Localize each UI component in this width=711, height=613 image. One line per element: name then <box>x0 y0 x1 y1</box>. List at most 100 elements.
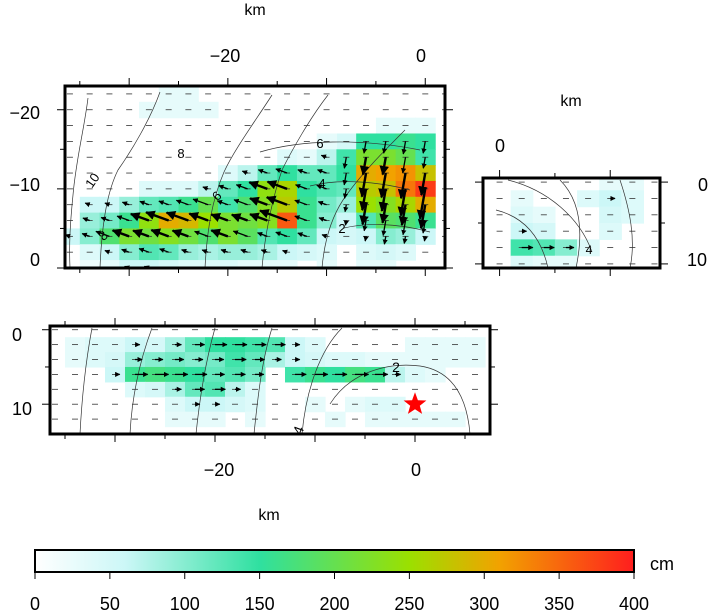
main-contours <box>69 91 431 268</box>
colorbar-tick-label: 250 <box>394 594 424 613</box>
main-contour-label: 2 <box>338 221 345 236</box>
colorbar-tick-label: 400 <box>619 594 649 613</box>
slip-vector <box>381 141 388 154</box>
bottom-axis-label: km <box>258 507 279 524</box>
bottom-contour-line <box>195 327 216 434</box>
bottom-contour-line <box>301 327 343 434</box>
bottom-contour-line <box>79 327 93 434</box>
slip-cell <box>554 255 578 268</box>
slip-vector <box>343 220 349 226</box>
slip-vector <box>248 180 268 190</box>
slip-vector <box>317 200 327 206</box>
slip-vector <box>230 213 249 223</box>
slip-vector <box>241 170 248 176</box>
main-contour-line <box>69 97 89 268</box>
slip-vector <box>159 248 169 253</box>
slip-vector <box>379 157 389 176</box>
slip-vector <box>359 157 370 176</box>
main-contour-label: 10 <box>82 170 103 190</box>
slip-vector <box>418 172 428 197</box>
slip-vector <box>343 204 349 213</box>
slip-vector <box>397 188 408 217</box>
slip-vector <box>359 204 369 226</box>
slip-vector <box>379 204 389 224</box>
slip-vector <box>416 188 427 220</box>
slip-vector <box>158 200 169 206</box>
slip-vector <box>297 168 308 174</box>
slip-vector <box>259 209 288 222</box>
slip-vector <box>275 168 288 174</box>
slip-vector <box>378 172 388 199</box>
slip-cell <box>217 260 239 268</box>
slip-vector <box>362 220 368 232</box>
slip-cell <box>178 260 199 268</box>
colorbar: 0 50 100 150 200 250 300 350 400 cm <box>30 549 674 613</box>
slip-cell <box>198 260 219 268</box>
slip-cell <box>139 260 160 268</box>
slip-cell <box>621 178 645 191</box>
main-contour-line <box>309 181 411 191</box>
slip-vector <box>249 196 268 206</box>
side-top-axis-label: km <box>560 93 581 110</box>
slip-cell <box>599 178 622 191</box>
slip-vector <box>84 202 91 208</box>
slip-vector <box>359 188 369 212</box>
main-contour-label: 4 <box>318 176 325 191</box>
side-panel: km 4 0 0 10 <box>475 93 708 276</box>
main-ytick-label: 0 <box>30 250 40 270</box>
bottom-slip-vectors <box>52 329 478 434</box>
slip-vector <box>192 198 209 206</box>
slip-vector <box>382 236 388 245</box>
slip-vector <box>188 212 209 222</box>
slip-vector <box>232 230 248 237</box>
slip-vector <box>398 204 409 227</box>
slip-cell <box>119 260 140 268</box>
slip-vector <box>165 211 189 222</box>
slip-vector <box>138 247 150 253</box>
slip-vector <box>266 180 288 190</box>
colorbar-tick-label: 0 <box>30 594 40 613</box>
main-contour-line <box>99 91 161 268</box>
slip-vector <box>218 184 229 190</box>
slip-vector <box>95 230 110 237</box>
slip-cell <box>316 260 338 268</box>
main-xtick-label: 0 <box>416 46 426 66</box>
slip-vector <box>362 141 368 154</box>
slip-vector <box>400 157 407 174</box>
slip-vector <box>320 154 327 160</box>
side-contour-line <box>559 179 581 268</box>
slip-vector <box>422 236 428 242</box>
slip-vector <box>317 168 327 174</box>
side-slip-cells <box>510 178 645 268</box>
slip-vector <box>249 212 268 222</box>
side-axis-ticks <box>475 170 668 276</box>
main-contour-line <box>261 94 329 268</box>
slip-vector <box>116 215 130 222</box>
colorbar-tick-label: 150 <box>245 594 275 613</box>
bottom-panel-frame <box>48 324 492 436</box>
slip-vector <box>294 199 308 206</box>
slip-vector <box>316 184 327 190</box>
main-ytick-label: −10 <box>9 175 40 195</box>
main-panel-frame <box>63 84 447 270</box>
slip-vector <box>121 248 130 254</box>
slip-vector <box>401 220 407 236</box>
slip-vector <box>318 216 327 222</box>
slip-vector <box>282 249 288 255</box>
side-contour-line <box>507 179 593 253</box>
bottom-panel: 2 4 −20 0 0 10 km <box>12 318 498 524</box>
slip-cell <box>237 260 259 268</box>
hypocenter-star-icon <box>403 392 427 414</box>
slip-vector <box>175 199 189 206</box>
colorbar-tick-label: 100 <box>170 594 200 613</box>
slip-vector <box>235 183 248 190</box>
slip-vector <box>150 228 170 238</box>
slip-cell <box>510 255 534 268</box>
slip-vector <box>421 141 427 154</box>
bottom-xtick-label: −20 <box>204 460 235 480</box>
slip-vector <box>139 200 150 206</box>
slip-vector <box>210 212 229 222</box>
slip-vector <box>181 248 189 254</box>
bottom-xtick-label: 0 <box>411 460 421 480</box>
